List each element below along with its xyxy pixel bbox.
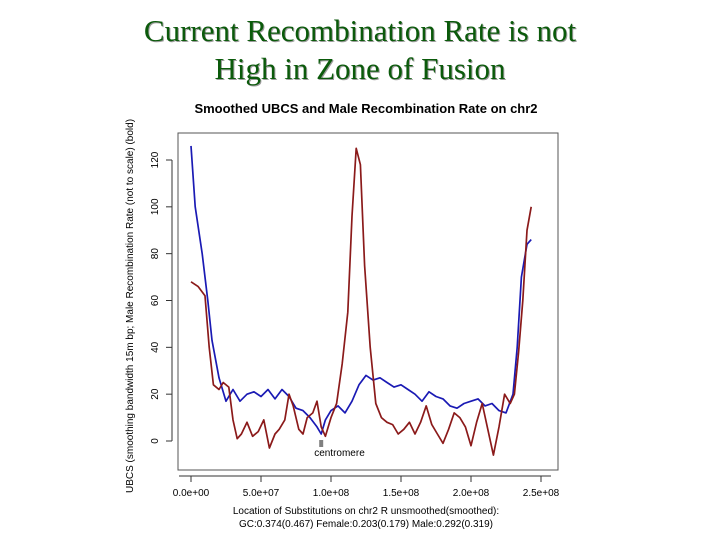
x-tick-label: 2.0e+08 <box>453 488 490 499</box>
plot-frame <box>177 132 559 471</box>
x-axis: 0.0e+00 5.0e+07 1.0e+08 1.5e+08 2.0e+08 2.5e+… <box>173 475 560 499</box>
centromere-marker <box>319 440 324 447</box>
y-axis-label: UBCS (smoothing bandwidth 15m bp; Male R… <box>125 119 136 493</box>
x-tick-label: 1.0e+08 <box>313 488 350 499</box>
series-layer <box>190 145 533 456</box>
y-tick-label: 100 <box>150 198 161 215</box>
y-tick-label: 0 <box>150 438 161 444</box>
slide-title: Current Recombination Rate is not High i… <box>0 12 720 88</box>
slide-title-line-1: Current Recombination Rate is not <box>143 13 577 48</box>
y-tick-label: 120 <box>150 151 161 168</box>
x-tick-label: 1.5e+08 <box>383 488 420 499</box>
y-tick-label: 40 <box>150 341 161 353</box>
x-tick-label: 0.0e+00 <box>173 488 210 499</box>
x-tick-label: 5.0e+07 <box>243 488 280 499</box>
series-line-male-recombination <box>190 147 533 456</box>
y-axis: 0 20 40 60 80 100 120 <box>150 151 173 444</box>
centromere-label: centromere <box>314 448 365 459</box>
y-tick-label: 60 <box>150 295 161 307</box>
chart-title: Smoothed UBCS and Male Recombination Rat… <box>194 101 537 116</box>
slide-title-line-2: High in Zone of Fusion <box>214 51 506 86</box>
x-tick-label: 2.5e+08 <box>523 488 560 499</box>
annotation-layer: centromere <box>314 440 365 459</box>
series-line-ubcs <box>190 145 532 435</box>
y-tick-label: 80 <box>150 248 161 260</box>
y-tick-label: 20 <box>150 388 161 400</box>
x-axis-label-line-1: Location of Substitutions on chr2 R unsm… <box>233 506 499 517</box>
x-axis-label-line-2: GC:0.374(0.467) Female:0.203(0.179) Male… <box>239 519 493 530</box>
